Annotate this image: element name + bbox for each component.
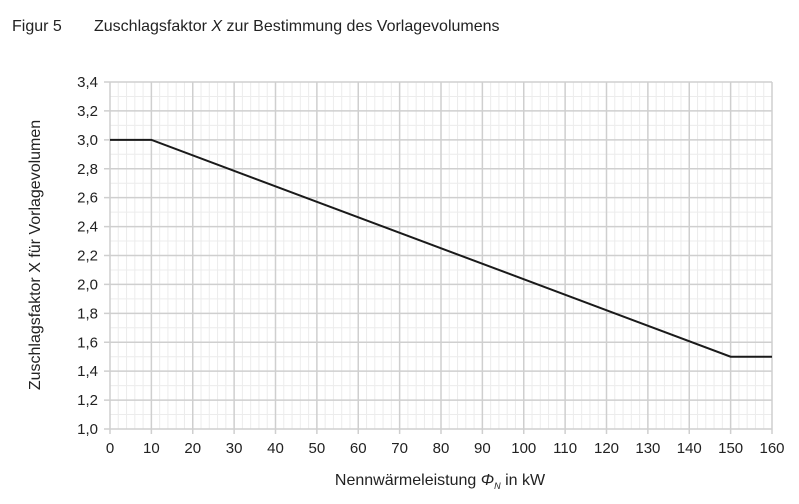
y-tick-label: 2,2 — [77, 248, 98, 265]
y-tick-label: 1,0 — [77, 421, 98, 438]
x-tick-label: 160 — [759, 440, 784, 457]
x-tick-label: 140 — [677, 440, 702, 457]
x-tick-label: 0 — [106, 440, 114, 457]
y-tick-label: 1,6 — [77, 334, 98, 351]
y-tick-label: 1,4 — [77, 363, 98, 380]
figure-title: Figur 5 Zuschlagsfaktor X zur Bestimmung … — [12, 18, 500, 35]
figure-label: Figur 5 — [12, 18, 62, 35]
x-tick-label: 100 — [511, 440, 536, 457]
y-tick-label: 1,8 — [77, 305, 98, 322]
y-tick-label: 2,8 — [77, 161, 98, 178]
y-tick-label: 2,6 — [77, 190, 98, 207]
x-axis-label: Nennwärmeleistung ΦN in kW — [334, 472, 546, 492]
x-tick-label: 150 — [718, 440, 743, 457]
y-tick-label: 3,2 — [77, 103, 98, 120]
x-tick-label: 90 — [474, 440, 491, 457]
x-tick-label: 120 — [594, 440, 619, 457]
x-tick-label: 60 — [350, 440, 367, 457]
data-line — [110, 138, 772, 358]
y-tick-label: 2,4 — [77, 219, 98, 236]
y-tick-label: 3,0 — [77, 132, 98, 149]
x-tick-label: 80 — [433, 440, 450, 457]
x-tick-label: 70 — [391, 440, 408, 457]
y-axis-label: Zuschlagsfaktor X für Vorlagevolumen — [27, 119, 44, 391]
x-tick-label: 50 — [309, 440, 326, 457]
x-tick-label: 10 — [143, 440, 160, 457]
x-tick-label: 40 — [267, 440, 284, 457]
y-tick-label: 3,4 — [77, 74, 98, 91]
x-tick-label: 30 — [226, 440, 243, 457]
x-tick-label: 110 — [553, 440, 577, 457]
y-tick-label: 2,0 — [77, 276, 98, 293]
x-tick-label: 20 — [184, 440, 201, 457]
y-tick-label: 1,2 — [77, 392, 98, 409]
x-tick-label: 130 — [635, 440, 660, 457]
